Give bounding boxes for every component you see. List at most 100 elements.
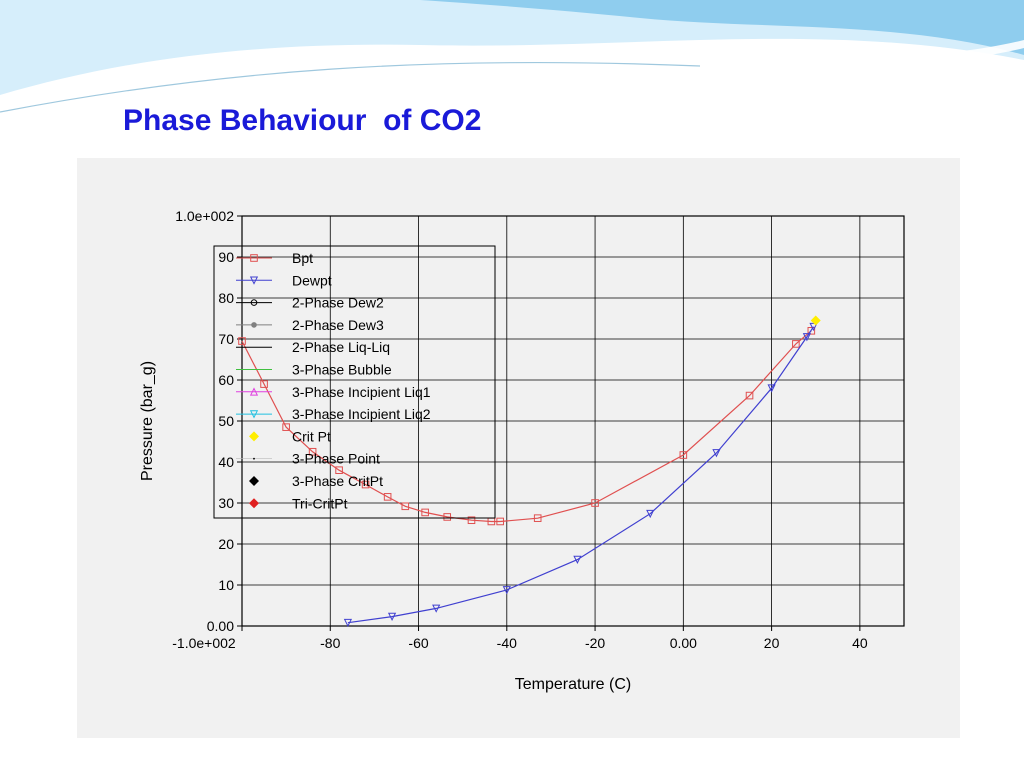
- x-tick-label: -60: [408, 635, 428, 651]
- data-point-dewpt: [502, 586, 511, 595]
- data-point-dewpt: [802, 333, 812, 342]
- legend-label: 2-Phase Dew2: [292, 295, 384, 311]
- x-tick-label: 0.00: [670, 635, 697, 651]
- legend-label: 3-Phase Incipient Liq1: [292, 384, 431, 400]
- data-point-bpt: [238, 337, 246, 345]
- legend-item-2-phase-dew2: 2-Phase Dew2: [236, 295, 384, 311]
- x-tick-label: -20: [585, 635, 605, 651]
- legend-label: Dewpt: [292, 272, 332, 288]
- data-point-bpt: [496, 517, 504, 526]
- x-tick-label: -40: [497, 635, 517, 651]
- legend: Bpt Dewpt 2-Phase Dew2 2-Phase Dew3 2-Phase …: [213, 245, 496, 519]
- data-point-crit-pt: [810, 315, 821, 326]
- legend-label: 3-Phase Point: [292, 451, 380, 467]
- legend-item-crit-pt: Crit Pt: [249, 428, 331, 444]
- y-tick-label: 70: [218, 331, 234, 347]
- data-point-bpt: [421, 508, 429, 517]
- legend-label: Crit Pt: [292, 428, 331, 444]
- data-point-dewpt: [343, 618, 353, 628]
- data-point-bpt: [443, 513, 452, 521]
- legend-item-2-phase-liq-liq: 2-Phase Liq-Liq: [236, 339, 390, 355]
- data-point-bpt: [361, 480, 370, 489]
- y-tick-label: 50: [218, 413, 234, 429]
- y-tick-label: 0.00: [207, 618, 234, 634]
- legend-label: 3-Phase CritPt: [292, 473, 383, 489]
- data-point-dewpt: [387, 612, 397, 621]
- data-point-bpt: [383, 493, 392, 501]
- series-dewpt: [343, 322, 818, 628]
- legend-label: Bpt: [292, 250, 313, 266]
- data-point-bpt: [792, 340, 800, 348]
- legend-swatch-marker: [249, 387, 259, 396]
- legend-item-3-phase-incipient-liq1: 3-Phase Incipient Liq1: [236, 384, 431, 400]
- x-tick-label: -1.0e+002: [172, 635, 236, 651]
- data-point-bpt: [467, 516, 476, 525]
- y-tick-label: 80: [218, 290, 234, 306]
- tick-labels: -1.0e+002 -80 -60 -40 -20 0.00 20 40 0.00 10 20 30 4…: [172, 208, 868, 651]
- legend-item-3-phase-point: 3-Phase Point: [236, 451, 380, 467]
- x-axis-label: Temperature (C): [515, 676, 631, 693]
- data-point-bpt: [807, 327, 816, 335]
- series-line-bpt: [241, 330, 812, 523]
- legend-box: [213, 245, 496, 519]
- data-point-bpt: [308, 447, 317, 456]
- legend-item-tri-critpt: Tri-CritPt: [249, 495, 348, 511]
- series-bpt: [238, 327, 816, 526]
- legend-swatch-marker: [249, 431, 259, 442]
- x-tick-label: 40: [852, 635, 868, 651]
- data-point-bpt: [282, 423, 290, 431]
- data-point-bpt: [533, 514, 542, 522]
- chart-panel: [77, 158, 960, 738]
- data-point-dewpt: [432, 604, 441, 613]
- data-point-dewpt: [573, 555, 582, 564]
- data-point-dewpt: [809, 322, 818, 332]
- wave-dark: [420, 0, 1024, 55]
- legend-swatch-marker: [250, 299, 258, 306]
- legend-swatch-marker: [250, 254, 258, 262]
- y-tick-label: 20: [218, 536, 234, 552]
- data-point-bpt: [260, 380, 268, 388]
- wave-dark-edge: [0, 61, 701, 113]
- data-point-bpt: [745, 391, 754, 400]
- x-tick-label: 20: [764, 635, 780, 651]
- y-tick-label: 30: [218, 495, 234, 511]
- data-point-dewpt: [712, 449, 721, 458]
- y-tick-label: 90: [218, 249, 234, 265]
- legend-swatch-marker: [253, 457, 255, 460]
- legend-item-dewpt: Dewpt: [236, 272, 332, 288]
- legend-item-3-phase-bubble: 3-Phase Bubble: [236, 362, 392, 378]
- legend-swatch-marker: [249, 498, 259, 509]
- legend-label: Tri-CritPt: [292, 495, 348, 511]
- slide-title: Phase Behaviour of CO2: [123, 104, 482, 137]
- data-point-dewpt: [767, 384, 776, 393]
- legend-label: 3-Phase Incipient Liq2: [292, 406, 431, 422]
- y-tick-label: 10: [218, 577, 234, 593]
- data-point-bpt: [335, 466, 343, 474]
- data-point-dewpt: [646, 509, 655, 519]
- legend-item-3-phase-critpt: 3-Phase CritPt: [249, 473, 383, 489]
- series-line-dewpt: [347, 326, 815, 624]
- legend-label: 2-Phase Dew3: [292, 317, 384, 333]
- legend-label: 2-Phase Liq-Liq: [292, 339, 390, 355]
- plot-frame: [241, 215, 905, 627]
- slide-header-wave: [0, 0, 1024, 116]
- y-tick-label: 1.0e+002: [175, 208, 234, 224]
- legend-swatch-marker: [249, 476, 259, 486]
- legend-swatch-marker: [251, 322, 257, 328]
- legend-swatch-marker: [249, 410, 259, 419]
- data-point-bpt: [401, 502, 410, 511]
- series-crit-pt: [810, 315, 821, 326]
- wave-white-streak: [0, 40, 1024, 116]
- x-tick-label: -80: [320, 635, 340, 651]
- legend-item-2-phase-dew3: 2-Phase Dew3: [236, 317, 384, 333]
- legend-label: 3-Phase Bubble: [292, 362, 392, 378]
- y-axis-label: Pressure (bar_g): [139, 361, 156, 481]
- y-tick-label: 40: [218, 454, 234, 470]
- data-point-bpt: [591, 499, 599, 507]
- legend-item-bpt: Bpt: [236, 250, 313, 266]
- y-tick-label: 60: [218, 372, 234, 388]
- series: [238, 315, 821, 628]
- legend-swatch-marker: [249, 276, 259, 285]
- data-point-bpt: [679, 451, 688, 459]
